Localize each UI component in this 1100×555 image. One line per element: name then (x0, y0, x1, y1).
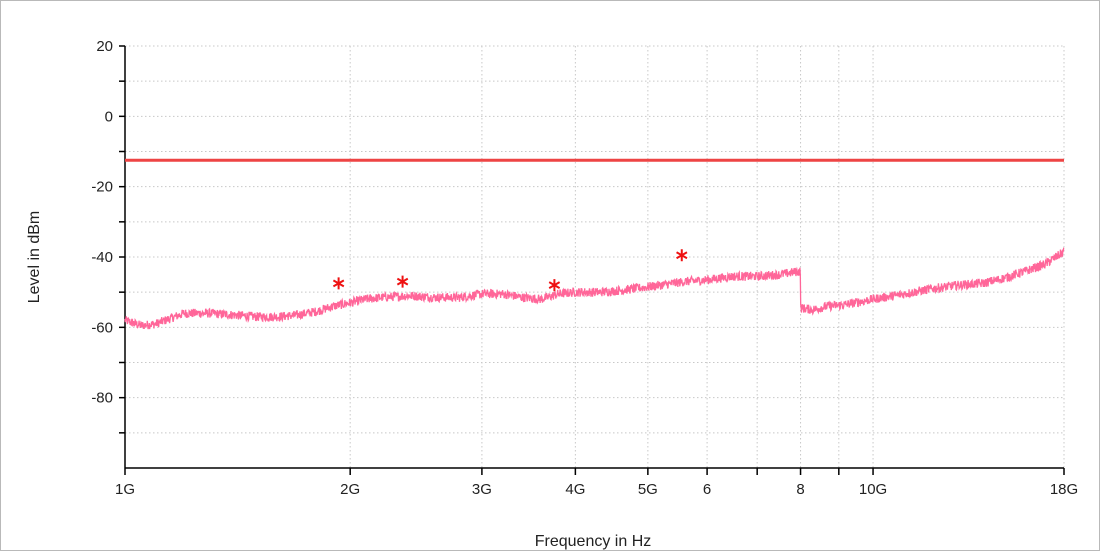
peak-marker (548, 279, 561, 292)
peak-marker-stroke (332, 279, 345, 288)
peak-marker-stroke (396, 277, 409, 286)
peak-marker (396, 275, 409, 288)
x-axis-title: Frequency in Hz (535, 533, 652, 550)
series-layer (124, 247, 1065, 330)
x-tick-label: 2G (340, 481, 360, 498)
measurement-trace (124, 247, 1065, 330)
y-tick-label: 0 (105, 108, 113, 125)
y-tick-label: -80 (91, 390, 113, 407)
x-tick-label: 10G (859, 481, 887, 498)
y-tick-label: -40 (91, 249, 113, 266)
peak-marker-stroke (548, 281, 561, 290)
y-tick-label: -60 (91, 319, 113, 336)
x-tick-label: 18G (1050, 481, 1078, 498)
marker-layer (332, 249, 688, 292)
x-tick-label: 1G (115, 481, 135, 498)
grid-layer (124, 45, 1065, 468)
peak-marker (332, 277, 345, 290)
x-tick-label: 3G (472, 481, 492, 498)
y-tick-label: 20 (96, 38, 113, 55)
x-tick-label: 6 (703, 481, 711, 498)
y-axis-title: Level in dBm (26, 211, 43, 304)
peak-marker (676, 249, 688, 262)
x-tick-label: 8 (796, 481, 804, 498)
x-tick-label: 4G (565, 481, 585, 498)
peak-marker-stroke (676, 251, 688, 260)
x-tick-label: 5G (638, 481, 658, 498)
tick-layer: 20 0 -20 -40 -60 -80 1G 2G 3G 4G 5G 6 8 10G 18G (91, 38, 1078, 498)
y-tick-label: -20 (91, 179, 113, 196)
